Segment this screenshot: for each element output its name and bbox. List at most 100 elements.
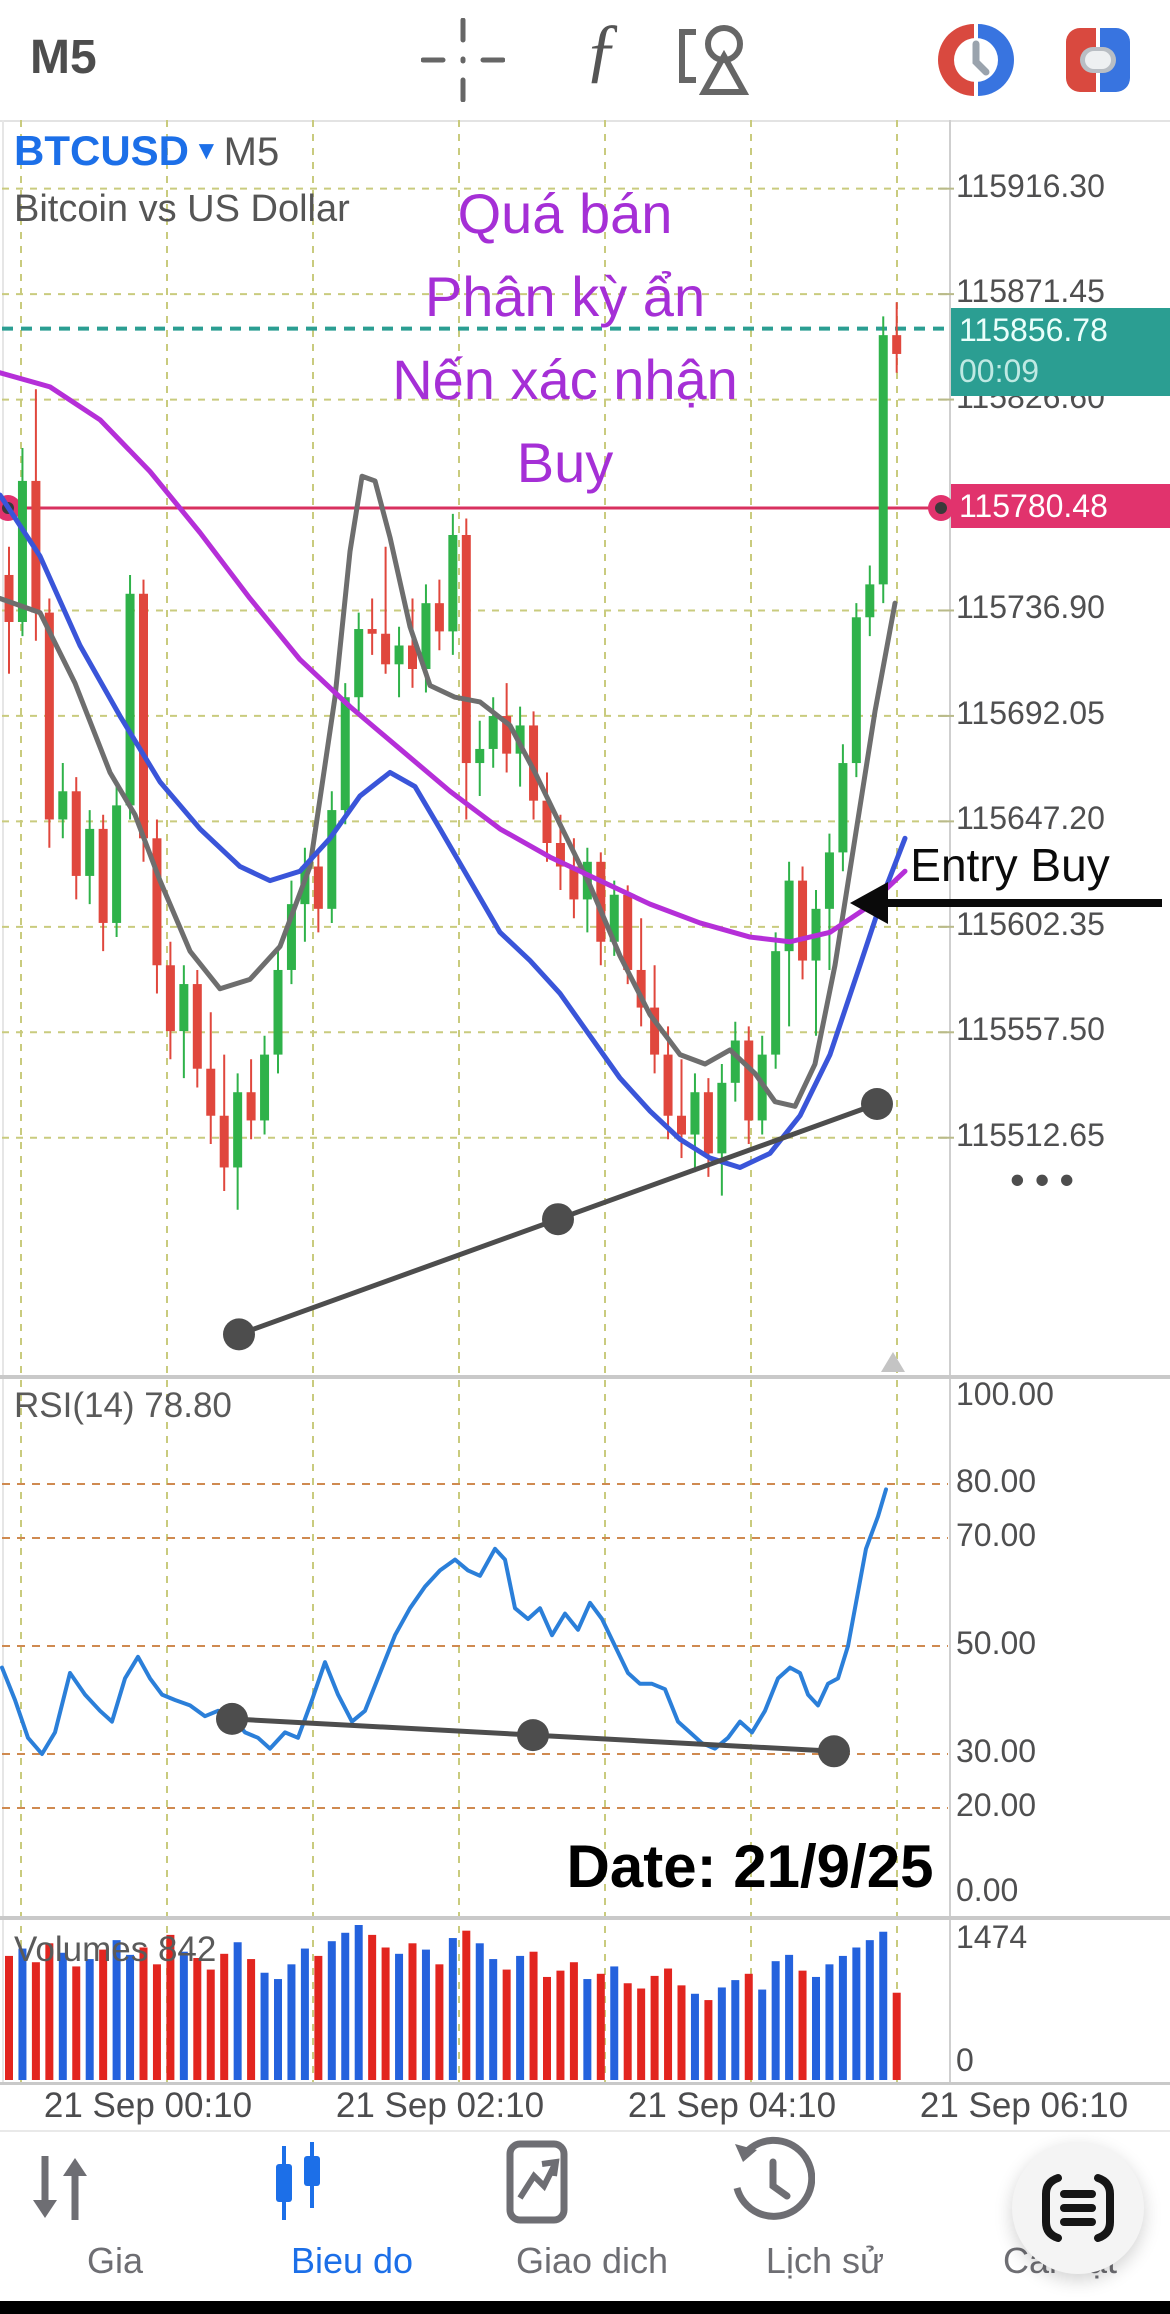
candle xyxy=(609,894,619,942)
candle xyxy=(44,612,54,820)
rsi-level-label: 20.00 xyxy=(956,1787,1037,1823)
volume-bar xyxy=(502,1969,511,2080)
split-clock-icon[interactable] xyxy=(934,18,1018,102)
candle xyxy=(327,810,337,909)
volume-bar xyxy=(650,1975,659,2080)
function-indicator-icon[interactable]: ƒ xyxy=(584,9,620,89)
volume-bar xyxy=(99,1949,108,2080)
quick-scan-button[interactable] xyxy=(1012,2142,1144,2274)
volume-bar xyxy=(852,1947,861,2080)
volume-bar xyxy=(690,1993,699,2080)
axis-more-menu[interactable]: ••• xyxy=(1010,1156,1085,1203)
candle xyxy=(139,593,148,839)
volume-bar xyxy=(664,1968,673,2080)
volume-bar xyxy=(166,1934,175,2080)
trendline-dot xyxy=(216,1702,248,1735)
volume-bar xyxy=(206,1969,215,2080)
volume-bar xyxy=(516,1955,525,2080)
volume-bar xyxy=(812,1976,820,2080)
nav-item-chart[interactable]: Bieu do xyxy=(252,2132,452,2302)
nav-item-quotes[interactable]: Gia xyxy=(15,2132,215,2302)
candle xyxy=(677,1115,686,1135)
candle xyxy=(529,725,539,801)
rsi-level-label: 50.00 xyxy=(956,1625,1037,1661)
volume-bar xyxy=(610,1966,619,2080)
symbol-dropdown-icon[interactable]: ▼ xyxy=(193,135,220,165)
price-label: 115916.30 xyxy=(956,167,1105,204)
volume-bar xyxy=(771,1961,780,2080)
price-label: 115602.35 xyxy=(956,905,1105,942)
volume-bar xyxy=(31,1962,40,2080)
trendline-dot xyxy=(818,1735,850,1768)
volume-bar xyxy=(596,1973,605,2080)
candle xyxy=(663,1054,673,1116)
volume-bar xyxy=(448,1938,457,2080)
candle xyxy=(152,838,162,966)
volume-bar xyxy=(152,1964,161,2080)
volume-bar xyxy=(112,1940,121,2080)
candle xyxy=(286,904,296,970)
volume-bar xyxy=(717,1987,726,2080)
candle xyxy=(4,574,14,622)
candle xyxy=(273,969,283,1055)
volume-bar xyxy=(314,1955,323,2080)
volume-bar xyxy=(825,1964,834,2080)
home-indicator-bar xyxy=(0,2301,1170,2314)
current-price-badge: 115856.78 00:09 xyxy=(951,308,1170,396)
volume-bar xyxy=(744,1973,753,2080)
symbol-name[interactable]: BTCUSD xyxy=(14,127,189,174)
candle xyxy=(730,1040,740,1083)
price-arrows-icon xyxy=(33,2156,87,2220)
symbol-header[interactable]: BTCUSD ▼ M5 Bitcoin vs US Dollar xyxy=(14,126,350,233)
candle xyxy=(703,1092,713,1154)
nav-item-trade[interactable]: Giao dich xyxy=(492,2132,692,2302)
candle xyxy=(717,1082,727,1154)
symbol-description: Bitcoin vs US Dollar xyxy=(14,188,350,230)
volume-bar xyxy=(731,1980,740,2080)
volume-bar xyxy=(287,1964,296,2080)
candle xyxy=(421,603,431,670)
entry-buy-label: Entry Buy xyxy=(910,839,1110,891)
candlestick-icon xyxy=(276,2142,320,2220)
price-label: 115557.50 xyxy=(956,1011,1105,1048)
scan-lines-icon xyxy=(1042,2174,1114,2242)
volume-bar xyxy=(798,1970,807,2080)
candle xyxy=(192,984,202,1069)
crosshair-icon[interactable] xyxy=(421,18,505,102)
candle xyxy=(448,534,458,632)
candle xyxy=(851,617,861,764)
candle xyxy=(824,852,834,909)
volume-bar xyxy=(785,1954,794,2080)
price-label: 115647.20 xyxy=(956,800,1105,837)
rsi-level-label: 100.00 xyxy=(956,1376,1054,1412)
timeframe-label[interactable]: M5 xyxy=(30,31,97,84)
volume-bar xyxy=(623,1983,632,2080)
nav-label: Bieu do xyxy=(290,2240,414,2281)
rsi-level-label: 0.00 xyxy=(956,1872,1019,1908)
volume-min-label: 0 xyxy=(956,2042,974,2078)
nav-label: Lịch sử xyxy=(765,2240,885,2281)
volume-bar xyxy=(408,1943,417,2080)
candle xyxy=(892,335,902,354)
candle xyxy=(596,861,606,942)
candle xyxy=(434,603,444,632)
candle xyxy=(569,866,579,900)
candle xyxy=(233,1092,243,1168)
rsi-level-label: 70.00 xyxy=(956,1517,1037,1553)
volume-bar xyxy=(637,1988,646,2080)
time-label: 21 Sep 06:10 xyxy=(919,2086,1129,2125)
candle xyxy=(542,800,552,843)
volume-bar xyxy=(892,1992,901,2080)
price-label: 115736.90 xyxy=(956,589,1105,626)
split-square-icon[interactable] xyxy=(1056,18,1140,102)
rsi-level-label: 80.00 xyxy=(956,1463,1037,1499)
objects-icon[interactable] xyxy=(672,18,756,102)
nav-item-history[interactable]: Lịch sử xyxy=(725,2132,925,2302)
candle xyxy=(354,629,364,698)
volume-bar xyxy=(838,1955,847,2080)
volumes-indicator-label: Volumes 842 xyxy=(14,1930,217,1969)
volume-bar xyxy=(354,1925,363,2080)
candle xyxy=(690,1092,700,1135)
volume-bars xyxy=(5,1925,901,2080)
